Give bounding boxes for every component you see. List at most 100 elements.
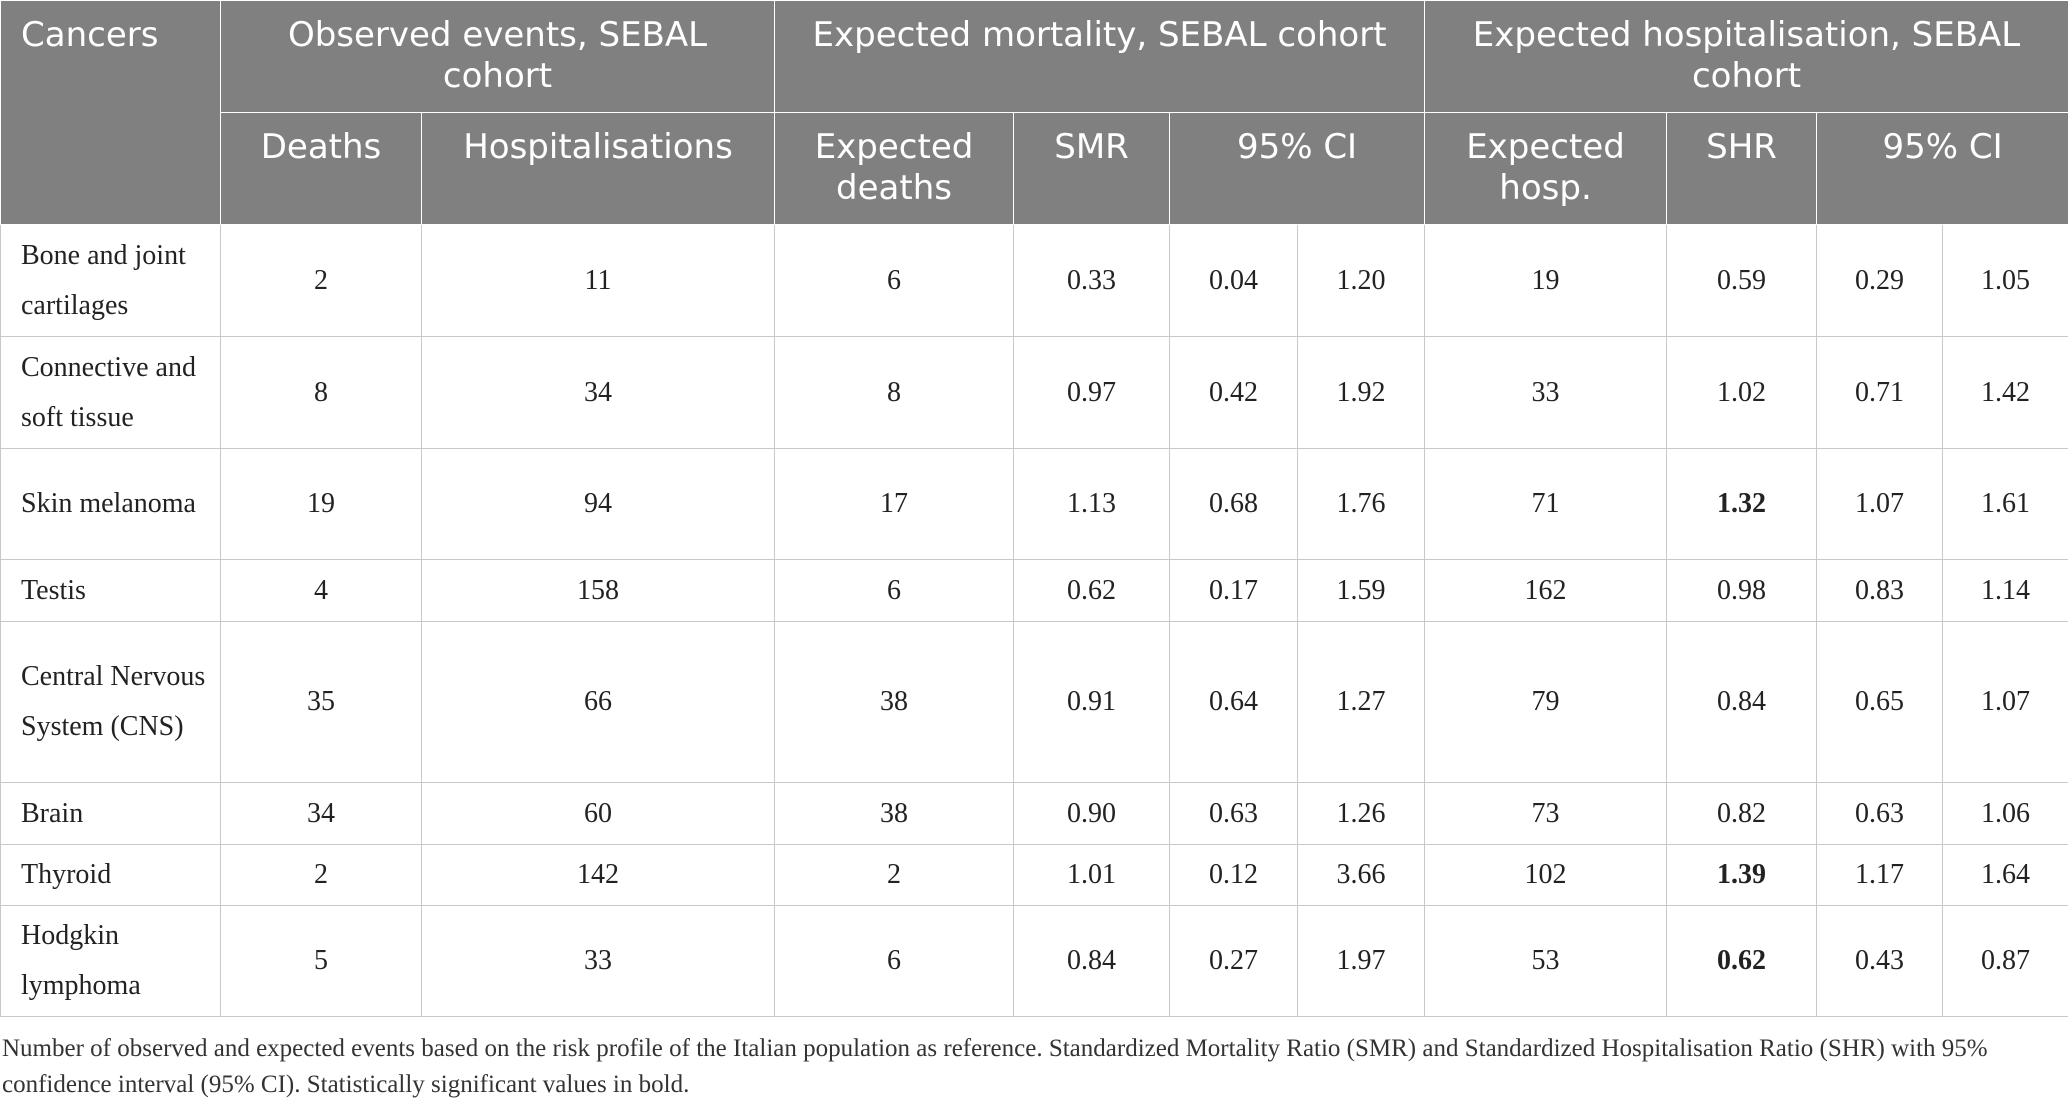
column-header: SHR bbox=[1666, 112, 1818, 225]
cell: 2 bbox=[774, 844, 1015, 906]
cell: 1.27 bbox=[1297, 621, 1426, 783]
row-label: Bone and joint cartilages bbox=[0, 224, 221, 337]
cell: 0.29 bbox=[1816, 224, 1944, 337]
cell: 1.02 bbox=[1666, 336, 1818, 449]
cell: 1.06 bbox=[1942, 782, 2068, 845]
cell: 1.14 bbox=[1942, 559, 2068, 622]
cell: 6 bbox=[774, 905, 1015, 1017]
cell: 3.66 bbox=[1297, 844, 1426, 906]
cell: 73 bbox=[1424, 782, 1668, 845]
table-row: Brain 34 60 38 0.90 0.63 1.26 73 0.82 0.63 1.06 bbox=[0, 782, 2068, 845]
header-row: Cancers Observed events, SEBAL cohort Expe… bbox=[0, 0, 2068, 225]
cell: 1.61 bbox=[1942, 448, 2068, 560]
cell: 0.98 bbox=[1666, 559, 1818, 622]
row-label: Hodgkin lymphoma bbox=[0, 905, 221, 1017]
cell: 0.84 bbox=[1013, 905, 1171, 1017]
cell: 11 bbox=[420, 224, 776, 337]
cell: 19 bbox=[220, 448, 422, 560]
cell: 1.17 bbox=[1816, 844, 1944, 906]
group-header: Expected hospitalisation, SEBAL cohort bbox=[1424, 0, 2068, 113]
cell: 1.07 bbox=[1816, 448, 1944, 560]
header-row: Deaths Hospitalisations Expected deaths SMR… bbox=[1, 112, 2068, 225]
cell: 34 bbox=[420, 336, 776, 449]
cell: 0.68 bbox=[1169, 448, 1299, 560]
cell: 2 bbox=[220, 844, 422, 906]
cell: 53 bbox=[1424, 905, 1668, 1017]
table-head: Cancers Observed events, SEBAL cohort Expe… bbox=[0, 0, 2068, 225]
cell: 0.04 bbox=[1169, 224, 1299, 337]
cell: 142 bbox=[420, 844, 776, 906]
column-header: Deaths bbox=[220, 112, 422, 225]
cell: 94 bbox=[420, 448, 776, 560]
cell: 0.71 bbox=[1816, 336, 1944, 449]
table: Cancers Observed events, SEBAL cohort Expe… bbox=[0, 0, 2068, 1017]
cell: 158 bbox=[420, 559, 776, 622]
cell: 0.82 bbox=[1666, 782, 1818, 845]
cell: 1.32 bbox=[1666, 448, 1818, 560]
cell: 6 bbox=[774, 224, 1015, 337]
cell: 33 bbox=[1424, 336, 1668, 449]
row-label: Skin melanoma bbox=[0, 448, 221, 560]
cell: 0.63 bbox=[1816, 782, 1944, 845]
column-header: Expected deaths bbox=[774, 112, 1015, 225]
column-header: Expected hosp. bbox=[1424, 112, 1668, 225]
cell: 0.33 bbox=[1013, 224, 1171, 337]
row-label: Thyroid bbox=[0, 844, 221, 906]
table-row: Hodgkin lymphoma 5 33 6 0.84 0.27 1.97 53 0.62 0.… bbox=[0, 905, 2068, 1017]
column-header: SMR bbox=[1013, 112, 1171, 225]
table-row: Thyroid 2 142 2 1.01 0.12 3.66 102 1.39 1.17 1.64 bbox=[0, 844, 2068, 906]
cell: 79 bbox=[1424, 621, 1668, 783]
cell: 60 bbox=[420, 782, 776, 845]
cell: 5 bbox=[220, 905, 422, 1017]
cell: 2 bbox=[220, 224, 422, 337]
header-cell: Cancers bbox=[0, 0, 221, 225]
row-label: Central Nervous System (CNS) bbox=[0, 621, 221, 783]
table-body: Bone and joint cartilages 2 11 6 0.33 0.04 1.2… bbox=[0, 224, 2068, 1017]
cell: 0.97 bbox=[1013, 336, 1171, 449]
cell: 1.20 bbox=[1297, 224, 1426, 337]
cell: 1.26 bbox=[1297, 782, 1426, 845]
table-row: Connective and soft tissue 8 34 8 0.97 0.42 1.… bbox=[0, 336, 2068, 449]
cell: 0.59 bbox=[1666, 224, 1818, 337]
cell: 1.39 bbox=[1666, 844, 1818, 906]
column-header: 95% CI bbox=[1816, 112, 2068, 225]
cell: 1.59 bbox=[1297, 559, 1426, 622]
cell: 38 bbox=[774, 621, 1015, 783]
column-header: Hospitalisations bbox=[420, 112, 776, 225]
table-row: Bone and joint cartilages 2 11 6 0.33 0.04 1.2… bbox=[0, 224, 2068, 337]
cell: 0.64 bbox=[1169, 621, 1299, 783]
cell: 1.01 bbox=[1013, 844, 1171, 906]
row-label: Testis bbox=[0, 559, 221, 622]
cell: 1.97 bbox=[1297, 905, 1426, 1017]
cell: 1.13 bbox=[1013, 448, 1171, 560]
cell: 0.27 bbox=[1169, 905, 1299, 1017]
cell: 1.64 bbox=[1942, 844, 2068, 906]
footnote: Number of observed and expected events b… bbox=[2, 1035, 1988, 1098]
table-row: Central Nervous System (CNS) 35 66 38 0.91 0.… bbox=[0, 621, 2068, 783]
cell: 35 bbox=[220, 621, 422, 783]
cell: 8 bbox=[774, 336, 1015, 449]
cell: 6 bbox=[774, 559, 1015, 622]
cell: 0.65 bbox=[1816, 621, 1944, 783]
cell: 0.12 bbox=[1169, 844, 1299, 906]
row-label: Connective and soft tissue bbox=[0, 336, 221, 449]
cell: 0.42 bbox=[1169, 336, 1299, 449]
cell: 1.42 bbox=[1942, 336, 2068, 449]
cell: 1.05 bbox=[1942, 224, 2068, 337]
group-header: Expected mortality, SEBAL cohort bbox=[774, 0, 1426, 113]
cell: 71 bbox=[1424, 448, 1668, 560]
column-header: 95% CI bbox=[1169, 112, 1426, 225]
cell: 0.90 bbox=[1013, 782, 1171, 845]
cell: 162 bbox=[1424, 559, 1668, 622]
cell: 19 bbox=[1424, 224, 1668, 337]
cell: 0.62 bbox=[1666, 905, 1818, 1017]
cell: 34 bbox=[220, 782, 422, 845]
cell: 1.92 bbox=[1297, 336, 1426, 449]
cell: 1.76 bbox=[1297, 448, 1426, 560]
table-row: Testis 4 158 6 0.62 0.17 1.59 162 0.98 0.83 1.14 bbox=[0, 559, 2068, 622]
cell: 0.87 bbox=[1942, 905, 2068, 1017]
cell: 1.07 bbox=[1942, 621, 2068, 783]
cell: 0.63 bbox=[1169, 782, 1299, 845]
cell: 0.17 bbox=[1169, 559, 1299, 622]
